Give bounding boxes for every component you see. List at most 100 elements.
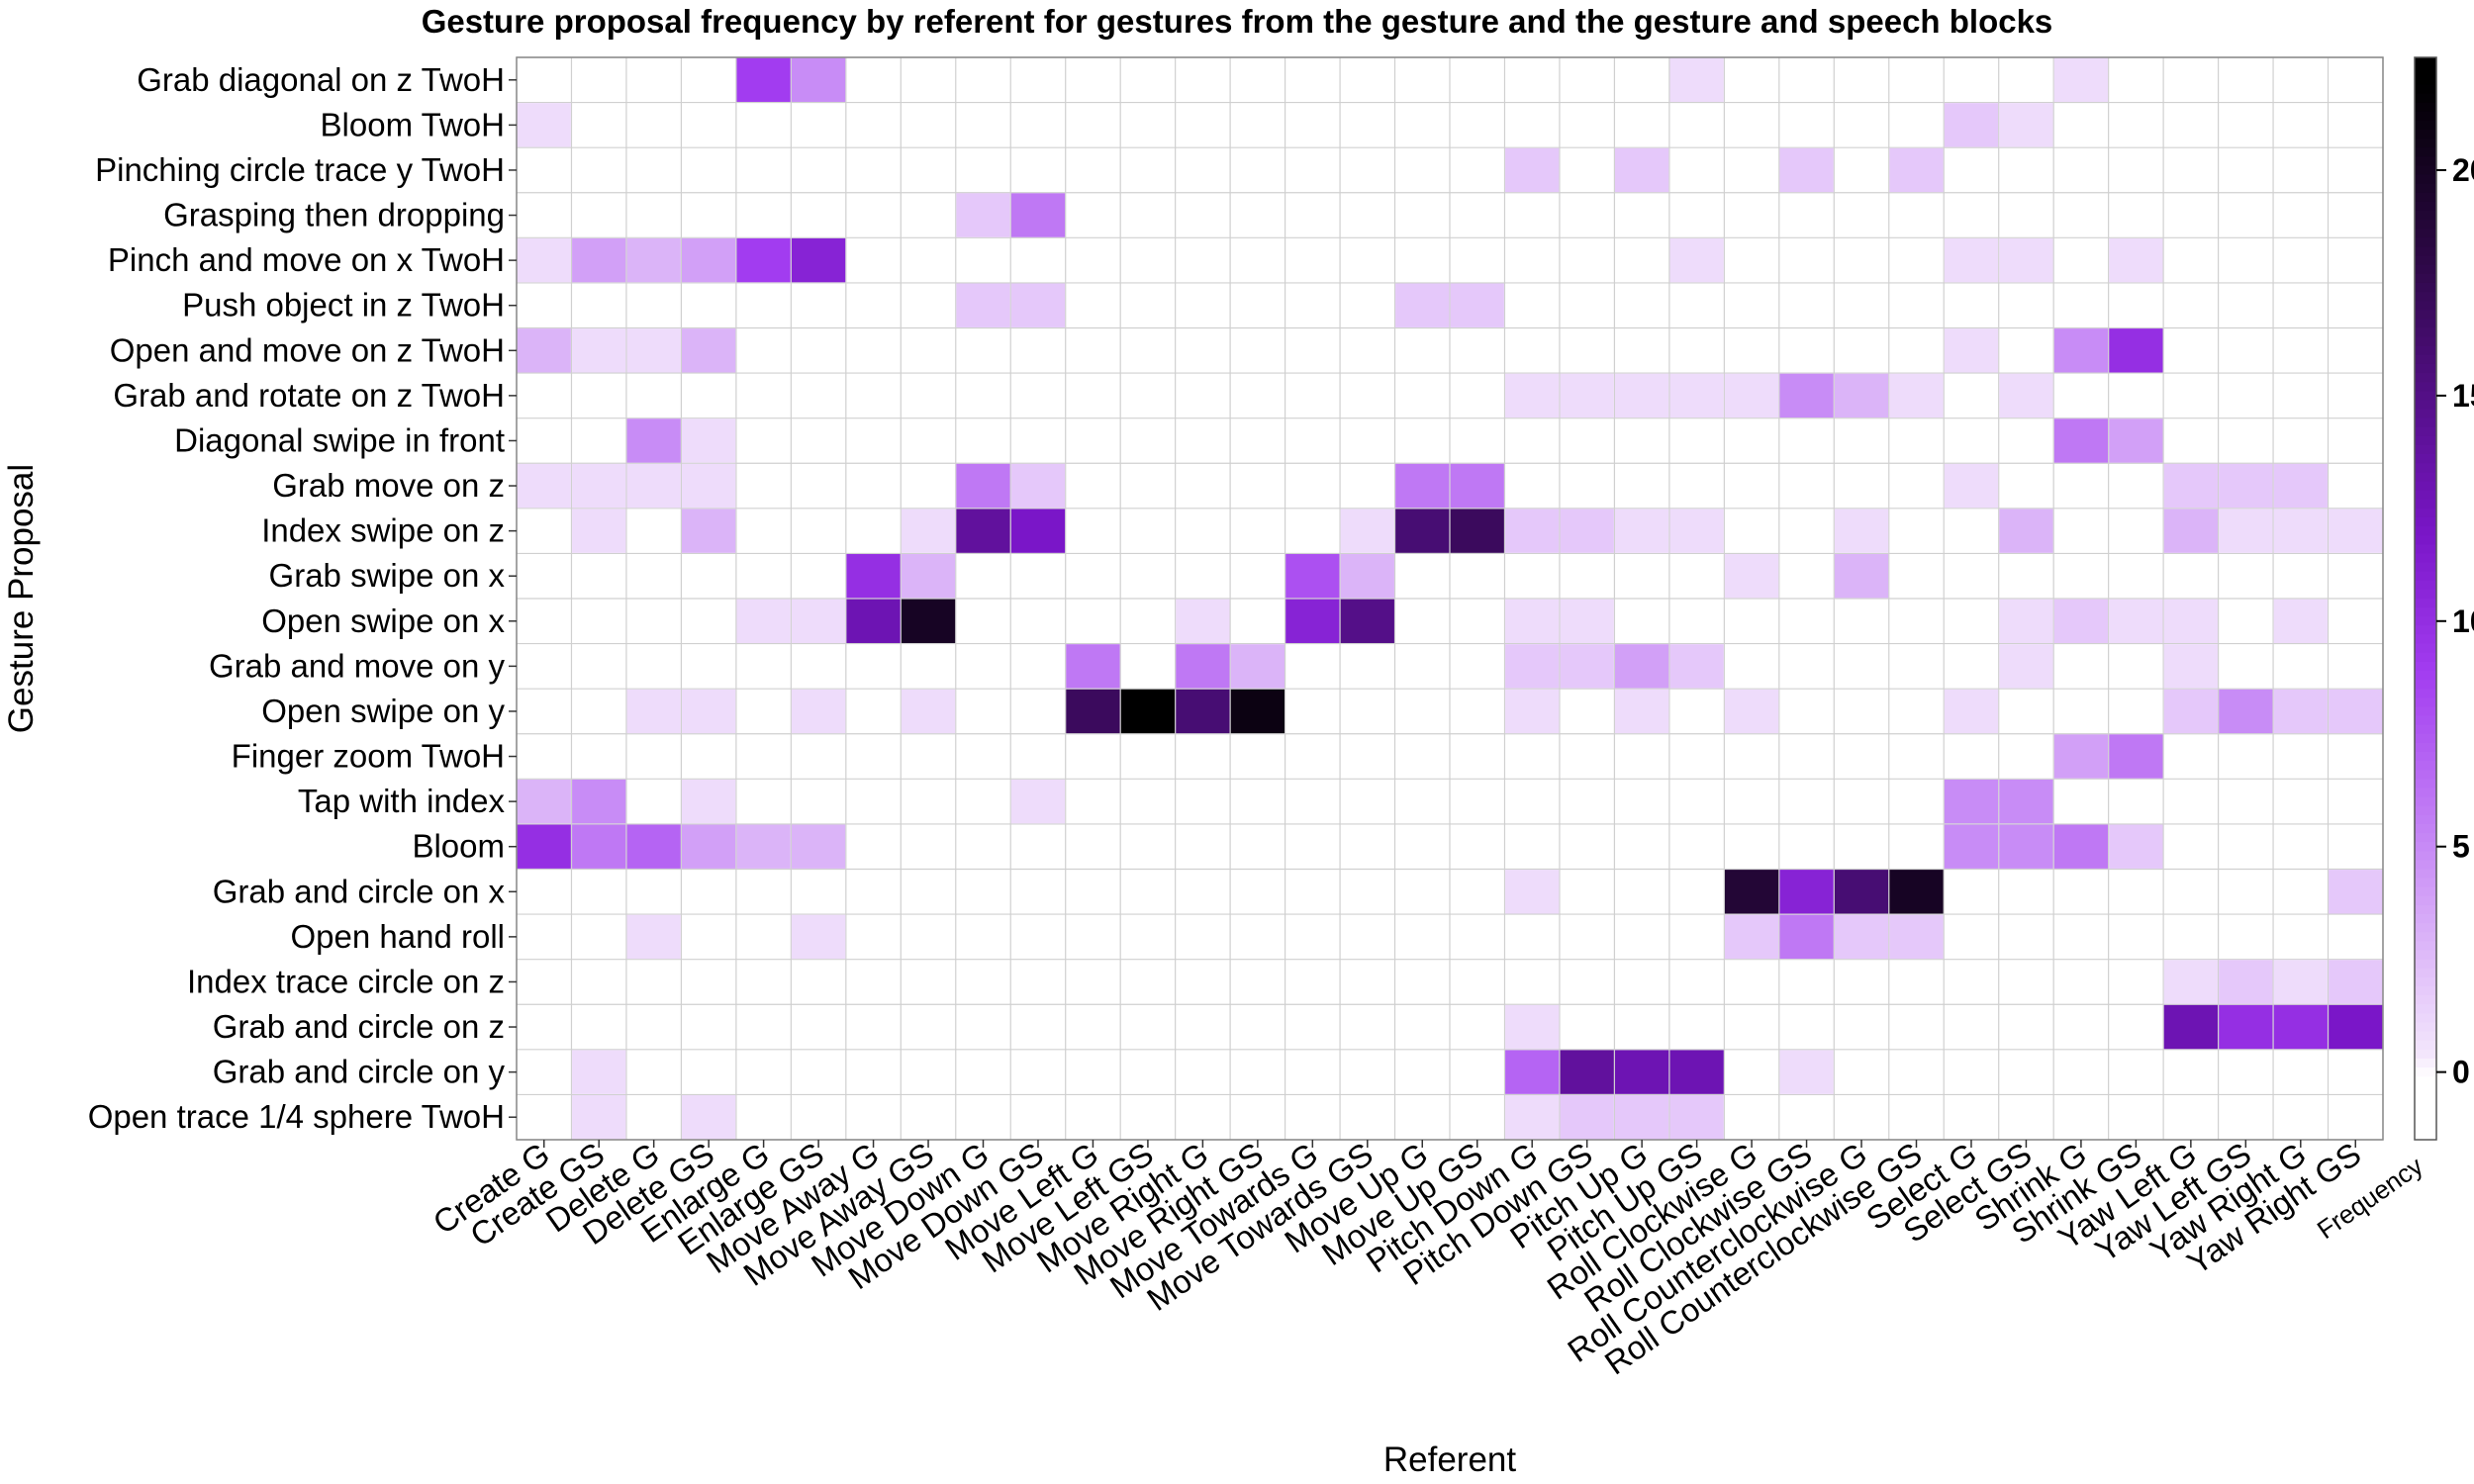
heatmap-cell: Grab and rotate on z TwoH / Pitch Up G: … [1615, 373, 1669, 418]
legend-color-step [2415, 796, 2436, 807]
heatmap-cell: Open hand roll / Roll Counterclockwise G… [1834, 914, 1889, 960]
heatmap-cell: Tap with index / Move Down GS: 1 [1010, 779, 1066, 824]
y-tick-label: Pinching circle trace y TwoH [95, 151, 505, 188]
heatmap-cell: Pinch and move on x TwoH / Select GS: 1 [1999, 237, 2053, 283]
legend-color-step [2415, 57, 2436, 67]
heatmap-cell: Open trace 1/4 sphere TwoH / Create GS: … [572, 1095, 626, 1140]
legend-color-step [2415, 499, 2436, 510]
heatmap-cell: Diagonal swipe in front / Delete G: 5 [626, 418, 681, 463]
legend-color-step [2415, 652, 2436, 663]
heatmap-cell: Grab and circle on x / Yaw Right GS: 2 [2329, 870, 2383, 914]
legend-color-step [2415, 851, 2436, 861]
y-tick-label: Grab diagonal on z TwoH [137, 61, 505, 98]
legend-color-step [2415, 417, 2436, 428]
heatmap-cell: Pinch and move on x TwoH / Shrink GS: 1 [2109, 237, 2163, 283]
heatmap-cell: Open trace 1/4 sphere TwoH / Pitch Up G:… [1615, 1095, 1669, 1140]
heatmap-cell: Bloom / Create G: 10 [517, 824, 571, 869]
heatmap-cell: Grab and move on y / Pitch Up G: 4 [1615, 644, 1669, 689]
heatmap-cell: Bloom / Create GS: 6 [572, 824, 626, 869]
legend-color-step [2415, 129, 2436, 139]
y-tick-label: Push object in z TwoH [182, 287, 505, 324]
heatmap-cell: Grab and circle on z / Yaw Left G: 13 [2163, 1004, 2218, 1050]
heatmap-cell: Index swipe on z / Delete GS: 3 [682, 509, 736, 553]
heatmap-cell: Grab and circle on x / Roll Counterclock… [1834, 870, 1889, 914]
heatmap-cell: Open hand roll / Roll Clockwise G: 2 [1724, 914, 1779, 960]
color-legend: 05101520 Frequency [2312, 56, 2474, 1245]
legend-color-step [2415, 562, 2436, 573]
legend-color-step [2415, 869, 2436, 880]
legend-color-step [2415, 102, 2436, 113]
heatmap-cell: Open swipe on y / Yaw Left G: 2 [2163, 689, 2218, 734]
heatmap-cell: Grab and circle on x / Roll Clockwise GS… [1779, 870, 1834, 914]
heatmap-cell: Bloom / Select G: 5 [1944, 824, 1999, 869]
legend-color-step [2415, 282, 2436, 293]
heatmap-cell: Grab and circle on x / Roll Counterclock… [1889, 870, 1944, 914]
legend-color-step [2415, 508, 2436, 518]
heatmap-cell: Open swipe on x / Shrink GS: 1 [2109, 599, 2163, 643]
heatmap-cell: Grasping then dropping / Move Down G: 2 [956, 193, 1010, 237]
legend-color-step [2415, 860, 2436, 871]
heatmap-cell: Open swipe on x / Move Towards GS: 15 [1340, 599, 1394, 643]
heatmap-cell: Tap with index / Select G: 5 [1944, 779, 1999, 824]
heatmap-cell: Push object in z TwoH / Move Down G: 2 [956, 283, 1010, 327]
legend-color-step [2415, 986, 2436, 996]
legend-color-step [2415, 336, 2436, 347]
y-tick-label: Pinch and move on x TwoH [108, 241, 505, 278]
legend-color-step [2415, 607, 2436, 617]
heatmap-cell: Grab and move on y / Pitch Down G: 2 [1505, 644, 1560, 689]
legend-color-step [2415, 264, 2436, 275]
legend-color-step [2415, 526, 2436, 536]
chart-title: Gesture proposal frequency by referent f… [422, 3, 2053, 40]
legend-color-step [2415, 363, 2436, 374]
heatmap-cell: Pinch and move on x TwoH / Pitch Up GS: … [1669, 237, 1724, 283]
heatmap-cell: Open swipe on x / Enlarge G: 1 [736, 599, 791, 643]
legend-color-step [2415, 589, 2436, 600]
heatmap-cell: Tap with index / Select GS: 5 [1999, 779, 2053, 824]
heatmap-cell: Open swipe on y / Pitch Down G: 1 [1505, 689, 1560, 734]
legend-color-step [2415, 1004, 2436, 1014]
y-tick-label: Grab and circle on x [213, 873, 506, 909]
legend-color-step [2415, 670, 2436, 681]
legend-color-step [2415, 706, 2436, 717]
heatmap-cell: Grab and rotate on z TwoH / Pitch Down G… [1505, 373, 1560, 418]
legend-color-step [2415, 354, 2436, 365]
heatmap-cell: Open swipe on x / Pitch Down G: 1 [1505, 599, 1560, 643]
heatmap-cell: Index trace circle on z / Yaw Right G: 1 [2273, 960, 2328, 1004]
legend-color-step [2415, 481, 2436, 492]
legend-tick-label: 15 [2452, 378, 2474, 414]
heatmap-cell: Pinching circle trace y TwoH / Roll Coun… [1889, 147, 1944, 193]
heatmap-cell: Open swipe on y / Move Right G: 16 [1176, 689, 1230, 734]
legend-color-step [2415, 976, 2436, 987]
heatmap-cell: Grab and rotate on z TwoH / Roll Counter… [1834, 373, 1889, 418]
legend-color-step [2415, 165, 2436, 176]
legend-color-step [2415, 544, 2436, 555]
legend-color-step [2415, 156, 2436, 166]
heatmap-cell: Open swipe on y / Move Left GS: 22 [1120, 689, 1176, 734]
legend-color-step [2415, 779, 2436, 789]
plot-panel-border [516, 56, 2384, 1141]
legend-color-step [2415, 454, 2436, 464]
heatmap-cell: Open swipe on x / Move Away GS: 20 [901, 599, 956, 643]
legend-color-step [2415, 1022, 2436, 1033]
heatmap-cell: Open swipe on x / Move Away G: 13 [846, 599, 901, 643]
heatmap-cell: Index swipe on z / Select GS: 3 [1999, 509, 2053, 553]
legend-color-step [2415, 1130, 2436, 1141]
legend-color-step [2415, 599, 2436, 608]
heatmap-cell: Index swipe on z / Roll Counterclockwise… [1834, 509, 1889, 553]
legend-color-step [2415, 120, 2436, 131]
heatmap-cell: Grab swipe on x / Move Towards GS: 3 [1340, 554, 1394, 599]
heatmap-cell: Open swipe on y / Delete G: 1 [626, 689, 681, 734]
heatmap-cell: Open swipe on x / Move Towards G: 11 [1285, 599, 1340, 643]
heatmap-cell: Index swipe on z / Move Up GS: 17 [1450, 509, 1504, 553]
legend-color-step [2415, 878, 2436, 888]
heatmap-cell: Open trace 1/4 sphere TwoH / Pitch Down … [1505, 1095, 1560, 1140]
legend-color-step [2415, 255, 2436, 266]
heatmap-cell: Open trace 1/4 sphere TwoH / Pitch Down … [1560, 1095, 1614, 1140]
heatmap-cell: Open swipe on x / Enlarge GS: 1 [791, 599, 846, 643]
heatmap-cell: Index swipe on z / Pitch Up GS: 1 [1669, 509, 1724, 553]
y-tick-label: Grab swipe on x [269, 557, 506, 594]
y-tick-label: Tap with index [298, 783, 506, 819]
y-tick-label: Bloom TwoH [321, 106, 505, 142]
